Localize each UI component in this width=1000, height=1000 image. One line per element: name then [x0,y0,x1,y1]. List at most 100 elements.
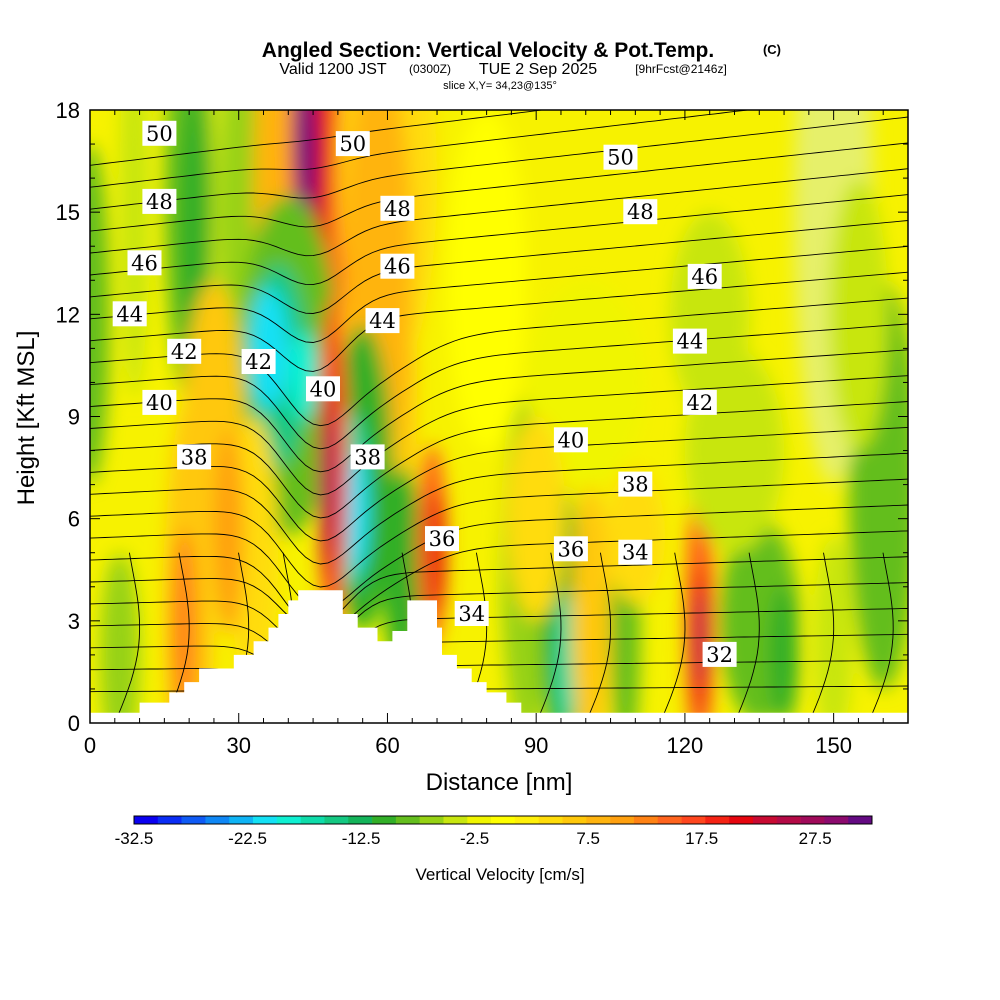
colorbar-tick-label: -2.5 [460,829,489,848]
y-tick-label: 3 [68,609,80,634]
colorbar-swatch [229,816,254,824]
y-tick-label: 18 [56,98,80,123]
contour-label-box [335,131,370,157]
contour-label-text: 48 [627,200,654,224]
contour-label-text: 38 [354,445,381,469]
valid-time-prefix: Valid 1200 JST [279,61,387,78]
colorbar-swatch [514,816,540,824]
colorbar-swatch [681,816,706,824]
theta-contour [90,110,546,166]
theta-contour [90,478,908,588]
contour-label-box [142,120,177,146]
contour-label-box [603,144,638,170]
colorbar-frame [133,815,873,825]
contour-label-46: 46 [380,253,415,279]
contour-label-box [365,308,400,334]
velocity-cell [828,178,889,451]
contour-label-text: 34 [458,602,485,626]
contour-label-40: 40 [142,389,177,415]
colorbar-swatch [586,816,611,824]
contour-label-box [350,444,385,470]
colorbar-swatch [562,816,587,824]
theta-contour [808,552,835,723]
x-tick-label: 150 [815,733,852,758]
colorbar-swatch [467,816,492,824]
x-axis: 0 30 60 90 120 150 [84,110,909,758]
colorbar-swatch [752,816,778,824]
theta-contour [90,530,908,634]
contour-label-box [167,338,202,364]
theta-contour [90,297,908,427]
contour-label-42: 42 [241,349,276,374]
contour-label-box [142,188,177,214]
colorbar-swatch [395,816,420,824]
contour-label-box [380,253,415,279]
theta-contour [90,452,908,565]
contour-label-text: 46 [384,255,411,279]
velocity-cell [429,491,445,615]
contour-label-box [682,389,717,415]
colorbar-tick-label: -12.5 [342,829,381,848]
contour-label-box [142,389,177,415]
velocity-cell [769,586,799,723]
colorbar-swatch [443,816,468,824]
contour-label-text: 42 [686,391,713,415]
velocity-cell [213,430,244,635]
theta-contour [90,401,908,519]
slice-info: slice X,Y= 34,23@135° [443,80,557,92]
theta-contour [90,608,908,677]
contour-label-text: 46 [691,265,718,289]
theta-contour [535,552,562,723]
contour-label-50: 50 [142,120,177,146]
theta-contour [90,349,908,473]
contour-label-38: 38 [618,471,653,497]
y-tick-label: 15 [56,200,80,225]
theta-contour [90,426,908,542]
colorbar-swatch [633,816,659,824]
contour-label-42: 42 [167,338,202,364]
contour-label-44: 44 [112,301,147,327]
contour-label-34: 34 [454,601,489,626]
colorbar-swatch [181,816,206,824]
terrain [90,590,908,723]
contour-label-50: 50 [335,131,370,157]
velocity-cell [325,416,335,553]
colorbar-swatch [157,816,182,824]
contour-label-box [127,250,162,276]
contour-label-box [672,328,707,354]
forecast-info: [9hrFcst@2146z] [635,62,727,76]
colorbar-swatch [253,816,278,824]
colorbar-swatch [372,816,397,824]
contour-label-46: 46 [127,250,162,276]
theta-contour [90,271,908,372]
contour-label-box [618,471,653,497]
contour-label-box [702,641,737,667]
contour-label-34: 34 [618,539,653,565]
contour-label-text: 42 [245,350,272,374]
velocity-cell [670,212,750,417]
contour-label-box [687,263,722,289]
colorbar-swatch [705,816,730,824]
theta-contour [90,375,908,496]
contour-label-text: 32 [706,643,733,667]
theta-contour [90,633,908,700]
contour-label-box [112,301,147,327]
theta-contour [90,142,908,232]
velocity-cell [99,552,140,723]
velocity-cell [446,110,527,451]
velocity-cell [248,287,289,410]
contour-label-text: 46 [131,251,158,275]
theta-contour [734,552,760,723]
theta-contour [114,552,141,723]
colorbar-swatch [324,816,349,824]
theta-contour [867,552,894,723]
theta-contour [90,582,908,654]
contour-label-box [623,199,658,225]
contour-label-48: 48 [380,195,415,221]
colorbar-tick-label: -32.5 [115,829,154,848]
y-tick-label: 6 [68,507,80,532]
contour-label-text: 50 [146,122,173,146]
velocity-cell [294,110,313,219]
contour-label-text: 34 [622,541,649,565]
theta-contour [90,220,908,314]
